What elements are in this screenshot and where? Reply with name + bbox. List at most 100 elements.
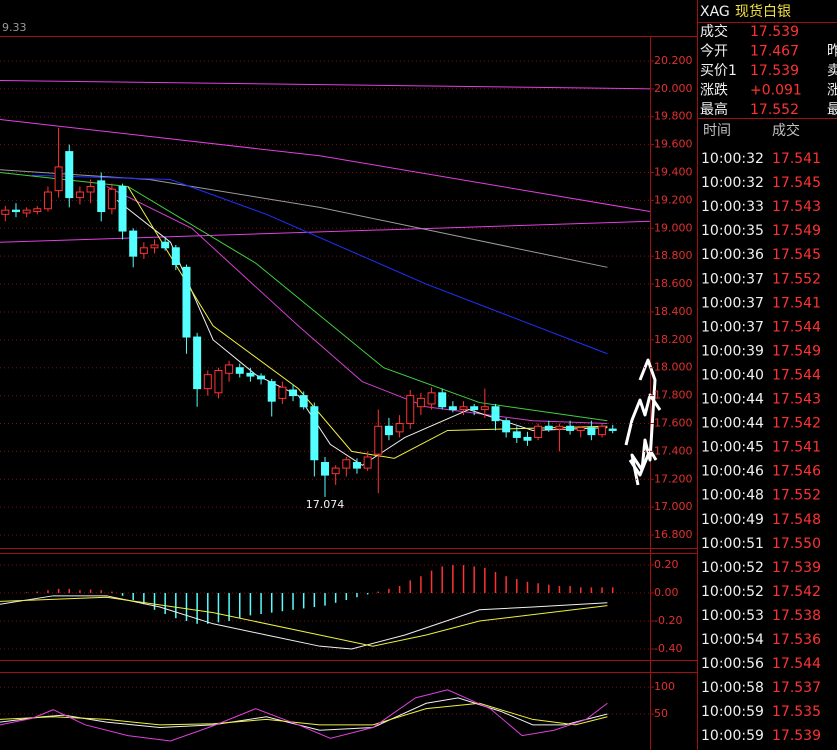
- trade-time: 10:00:58: [701, 680, 764, 696]
- candle-body: [395, 422, 404, 433]
- quote-label: 买价1: [700, 63, 737, 79]
- candle-body: [75, 191, 84, 199]
- candle-body: [523, 436, 532, 441]
- indicator-line: [0, 169, 608, 268]
- candle-body: [587, 427, 596, 436]
- candle-body: [289, 389, 298, 397]
- quote-value: +0.091: [750, 83, 802, 99]
- indicator-line: [0, 697, 608, 731]
- candle-body: [491, 406, 500, 422]
- trade-price: 17.549: [772, 343, 821, 359]
- y-tick-label: 18.800: [654, 249, 693, 262]
- candle-body: [321, 462, 329, 476]
- candle-body: [438, 392, 447, 408]
- candle-body: [576, 427, 585, 431]
- candle-body: [544, 425, 553, 430]
- trade-price: 17.543: [772, 392, 821, 408]
- trade-time: 10:00:44: [701, 416, 764, 432]
- candle-body: [342, 459, 351, 469]
- trade-time: 10:00:32: [701, 175, 764, 191]
- candle-body: [171, 247, 180, 266]
- indicator-line: [0, 702, 608, 726]
- trade-price: 17.541: [772, 295, 821, 311]
- candle-body: [502, 420, 511, 433]
- y-tick-label: 19.200: [654, 193, 693, 206]
- trade-price: 17.539: [772, 560, 821, 576]
- trade-price: 17.549: [772, 223, 821, 239]
- candle-body: [598, 425, 607, 436]
- candle-body: [107, 188, 116, 210]
- candle-body: [384, 425, 393, 436]
- quote-label: 最高: [700, 101, 728, 118]
- candle-body: [203, 374, 212, 390]
- candle-body: [139, 247, 148, 254]
- indicator-line: [0, 220, 651, 243]
- y-tick-label: 18.400: [654, 305, 693, 318]
- candle-body: [406, 395, 415, 424]
- quote-label: 成交: [700, 23, 728, 40]
- candle-body: [310, 406, 319, 461]
- quote-value: 17.539: [750, 24, 799, 40]
- y-tick-label: 17.600: [654, 416, 693, 429]
- trade-time: 10:00:37: [701, 295, 764, 311]
- quote-extra-label: 昨: [827, 44, 837, 60]
- candle-body: [566, 425, 575, 431]
- candle-body: [448, 406, 457, 411]
- arrows: [624, 358, 662, 486]
- trade-price: 17.539: [772, 728, 821, 744]
- indicator-line: [0, 172, 608, 422]
- symbol: XAG: [700, 4, 730, 20]
- candle-body: [33, 208, 42, 213]
- candle-body: [512, 431, 521, 438]
- trade-price: 17.545: [772, 175, 821, 191]
- candle-body: [470, 406, 479, 411]
- instrument-name: 现货白银: [735, 3, 791, 20]
- trade-time: 10:00:59: [701, 728, 764, 744]
- indicator-line: [0, 689, 608, 742]
- indicator-line: [0, 79, 651, 90]
- candle-body: [129, 230, 138, 257]
- quote-label: 涨跌: [700, 83, 728, 99]
- low-price-label: 17.074: [306, 498, 345, 511]
- y-tick-label: 17.000: [654, 500, 693, 513]
- candle-body: [86, 185, 95, 193]
- candle-body: [608, 428, 617, 431]
- y-tick-label: 20.200: [654, 54, 693, 67]
- trade-price: 17.546: [772, 464, 821, 480]
- candle-body: [43, 191, 52, 210]
- candle-body: [182, 266, 191, 338]
- trade-price: 17.543: [772, 199, 821, 215]
- trade-time: 10:00:32: [701, 151, 764, 167]
- trade-price: 17.552: [772, 488, 821, 504]
- candle-body: [161, 241, 170, 249]
- trade-price: 17.545: [772, 247, 821, 263]
- trade-price: 17.535: [772, 704, 821, 720]
- trade-time: 10:00:37: [701, 271, 764, 287]
- y-tick-label: -0.20: [654, 614, 682, 627]
- quote-extra-label: 涨: [827, 83, 837, 99]
- y-tick-label: 17.400: [654, 444, 693, 457]
- y-tick-label: 19.400: [654, 166, 693, 179]
- candle-body: [459, 406, 468, 411]
- candle-body: [193, 336, 202, 390]
- trade-time: 10:00:53: [701, 608, 764, 624]
- trade-price: 17.548: [772, 512, 821, 528]
- y-tick-label: 18.000: [654, 361, 693, 374]
- trade-time: 10:00:33: [701, 199, 764, 215]
- candle-body: [214, 370, 223, 394]
- candle-body: [235, 367, 244, 374]
- y-tick-label: 20.000: [654, 82, 693, 95]
- trade-time: 10:00:52: [701, 584, 764, 600]
- trade-price: 17.541: [772, 151, 821, 167]
- candle-body: [54, 166, 63, 192]
- trade-time: 10:00:40: [701, 367, 764, 383]
- trade-time: 10:00:52: [701, 560, 764, 576]
- quote-extra-label: 卖: [827, 63, 837, 79]
- y-tick-label: -0.40: [654, 642, 682, 655]
- trade-time: 10:00:39: [701, 343, 764, 359]
- y-tick-label: 0.20: [654, 558, 679, 571]
- trade-time: 10:00:36: [701, 247, 764, 263]
- candle-body: [65, 151, 74, 199]
